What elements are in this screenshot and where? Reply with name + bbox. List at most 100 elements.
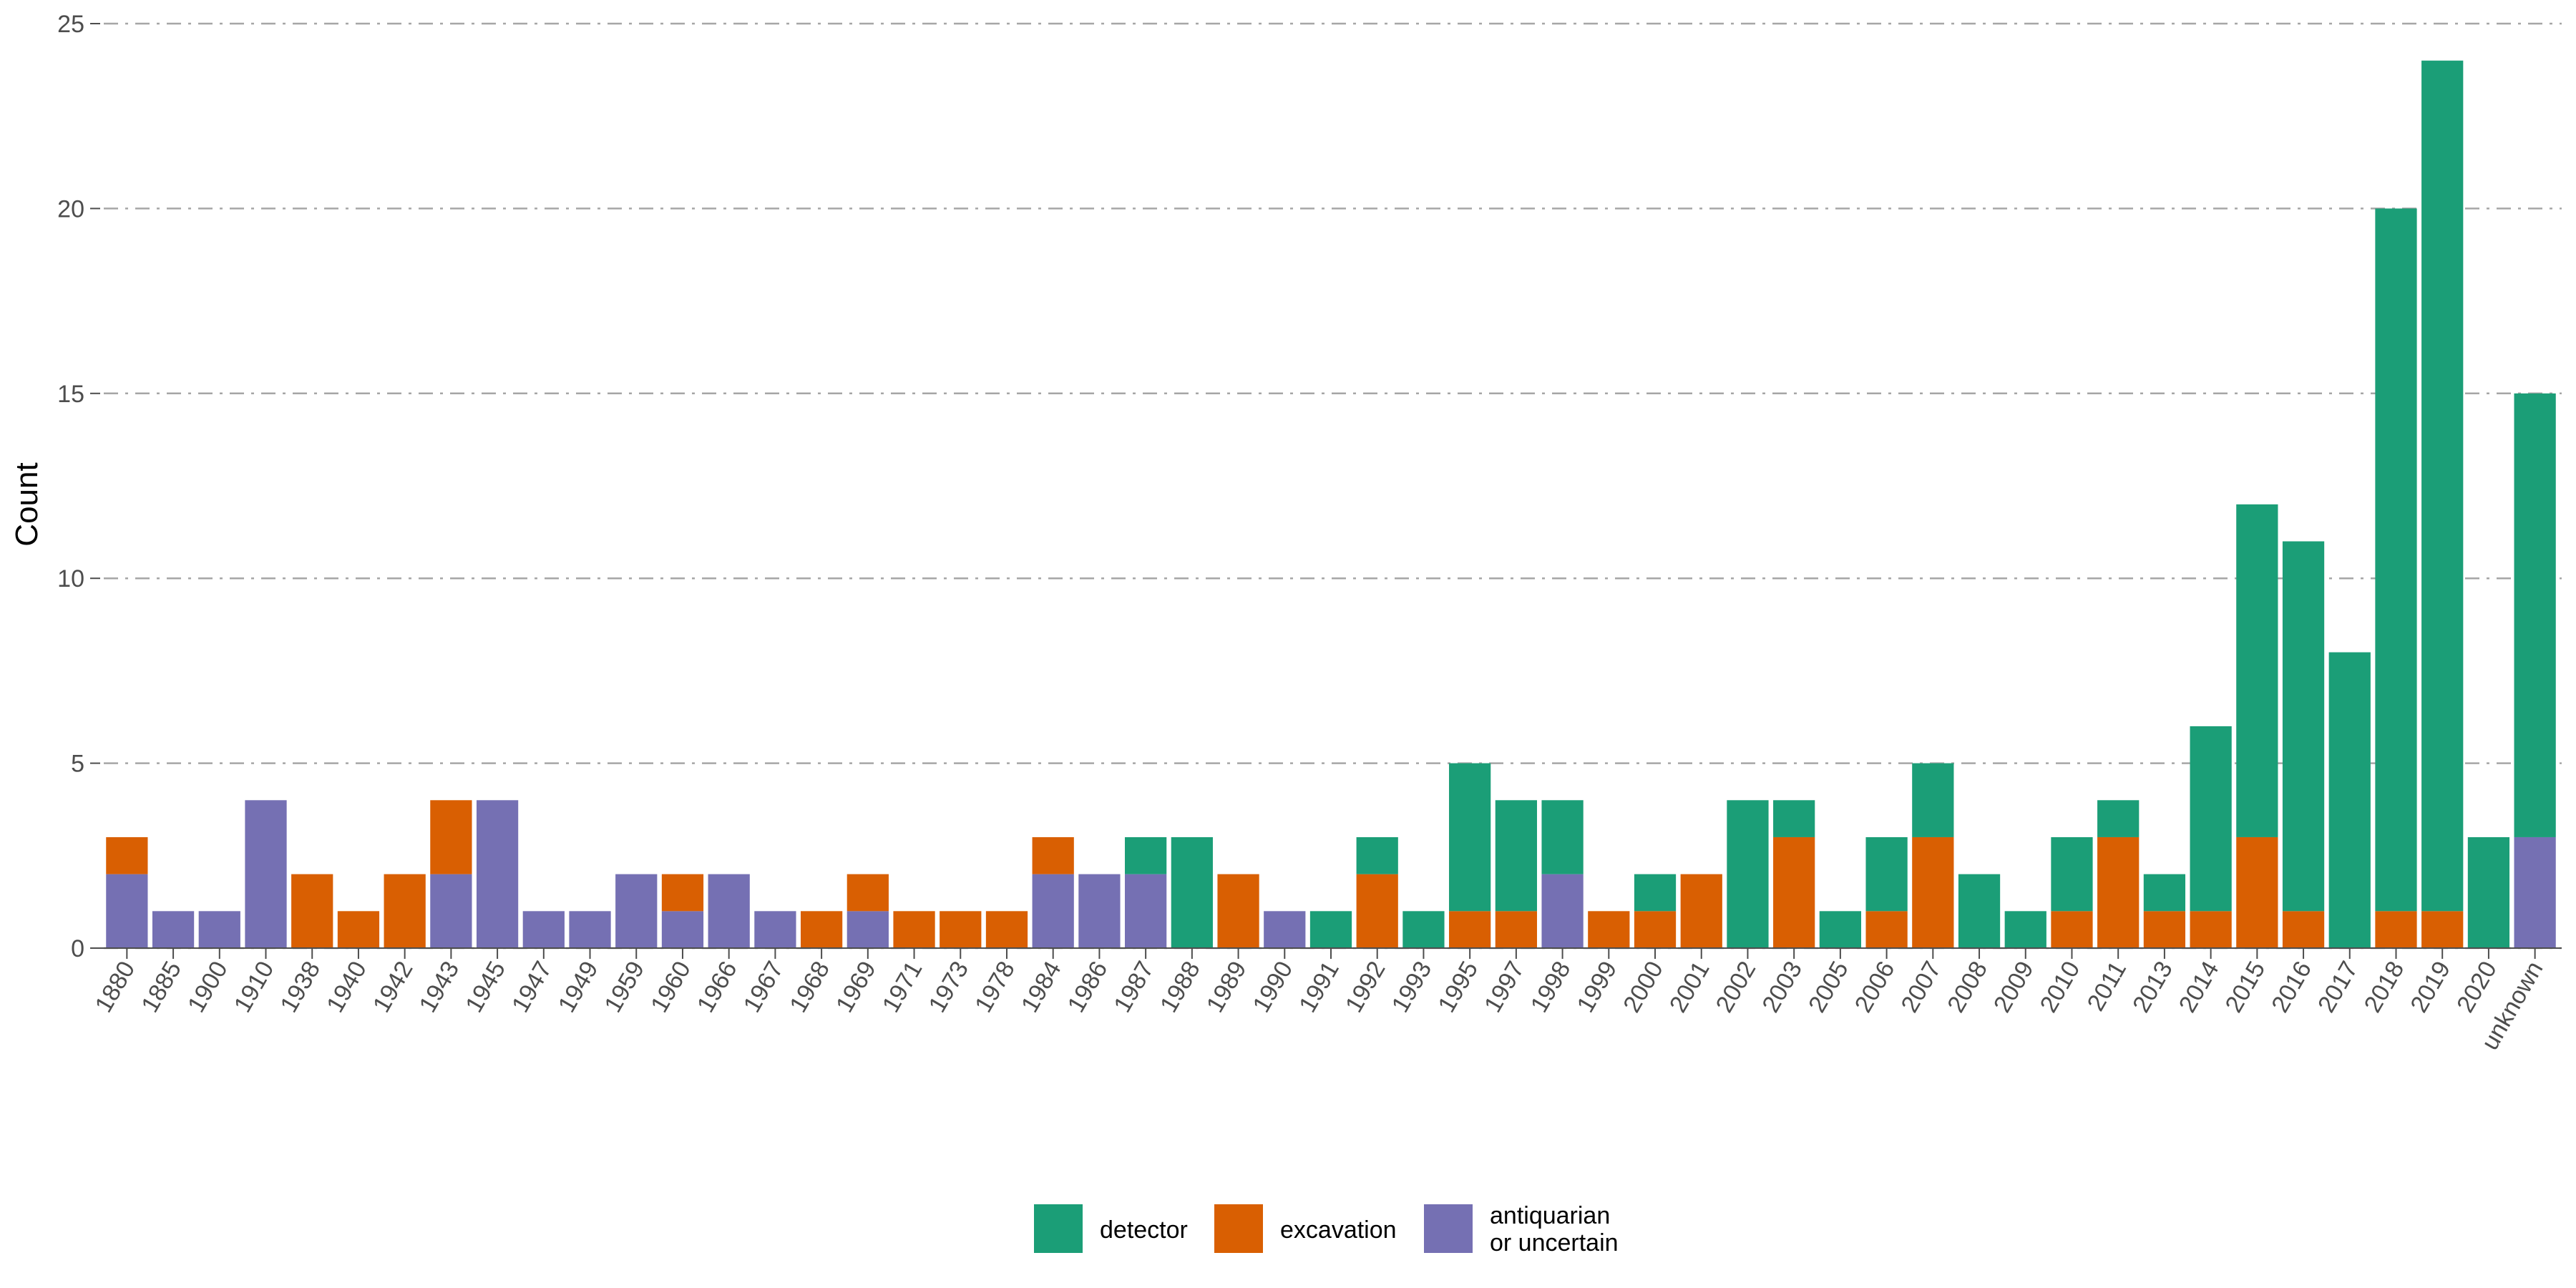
bar-segment	[1865, 836, 1908, 912]
bar-segment	[1634, 911, 1677, 948]
bar-segment	[430, 874, 472, 948]
bar-segment	[2236, 836, 2278, 948]
bar-segment	[1032, 874, 1074, 948]
y-tick-label: 15	[57, 381, 84, 408]
bar-segment	[2236, 504, 2278, 837]
x-tick-label: 1991	[1294, 957, 1345, 1018]
x-tick-label: 1984	[1016, 957, 1067, 1018]
x-tick-label: 2010	[2035, 957, 2086, 1018]
x-tick-label: 1968	[784, 957, 835, 1018]
legend-swatch	[1424, 1204, 1473, 1253]
bar-segment	[2421, 911, 2464, 948]
bar-segment	[2097, 800, 2140, 837]
legend-label: detector	[1100, 1216, 1188, 1244]
x-tick-label: 2013	[2127, 957, 2178, 1018]
x-tick-label: 1969	[831, 957, 882, 1018]
x-tick-label: 1999	[1572, 957, 1623, 1018]
x-tick-label: 1910	[229, 957, 280, 1018]
bar-segment	[2514, 836, 2556, 948]
bar-segment	[198, 911, 240, 948]
x-tick-label: 1900	[182, 957, 233, 1018]
bar-segment	[1217, 874, 1259, 948]
bar-segment	[1125, 836, 1167, 874]
bar-segment	[1912, 836, 1954, 948]
bar-segment	[384, 874, 426, 948]
bar-segment	[1032, 836, 1074, 874]
bar-segment	[1495, 800, 1537, 912]
x-tick-label: 2000	[1618, 957, 1669, 1018]
x-tick-label: 1973	[923, 957, 974, 1018]
bar-segment	[245, 800, 287, 948]
x-tick-label: 1993	[1387, 957, 1438, 1018]
bar-segment	[2514, 393, 2556, 837]
x-tick-label: 2008	[1942, 957, 1993, 1018]
x-tick-label: 1945	[460, 957, 511, 1018]
bar-segment	[1541, 800, 1584, 874]
legend-label: antiquarian	[1490, 1202, 1610, 1229]
bar-segment	[1773, 800, 1815, 837]
x-tick-label: 2003	[1757, 957, 1807, 1018]
bar-segment	[1680, 874, 1722, 948]
x-tick-label: 2002	[1711, 957, 1762, 1018]
bar-segment	[1495, 911, 1537, 948]
x-tick-label: 1995	[1433, 957, 1483, 1018]
bar-segment	[2421, 60, 2464, 912]
bar-segment	[1541, 874, 1584, 948]
x-tick-label: 1943	[414, 957, 465, 1018]
legend-item: excavation	[1214, 1204, 1397, 1253]
bar-segment	[2143, 874, 2186, 912]
x-tick-label: 2006	[1850, 957, 1901, 1018]
bar-segment	[800, 911, 843, 948]
y-tick-label: 0	[71, 935, 84, 962]
x-tick-label: 1978	[970, 957, 1020, 1018]
bar-segment	[2004, 911, 2046, 948]
legend-swatch	[1214, 1204, 1263, 1253]
bar-segment	[847, 911, 889, 948]
y-tick-label: 25	[57, 11, 84, 38]
bar-segment	[1309, 911, 1352, 948]
bar-segment	[1356, 874, 1398, 948]
x-tick-label: 1940	[321, 957, 372, 1018]
bar-segment	[522, 911, 565, 948]
legend-label: or uncertain	[1490, 1229, 1619, 1257]
x-tick-label: 2009	[1989, 957, 2039, 1018]
bar-segment	[430, 800, 472, 874]
bar-segment	[291, 874, 333, 948]
x-tick-label: 1938	[275, 957, 326, 1018]
x-tick-label: 2007	[1896, 957, 1947, 1018]
x-tick-label: 1947	[507, 957, 557, 1018]
bar-segment	[106, 836, 148, 874]
bar-segment	[1264, 911, 1306, 948]
x-tick-label: 2011	[2082, 957, 2132, 1015]
x-tick-label: 2019	[2405, 957, 2456, 1018]
bar-segment	[1402, 911, 1445, 948]
x-tick-label: 1880	[90, 957, 141, 1018]
bar-segment	[2190, 726, 2232, 912]
bar-segment	[2375, 911, 2417, 948]
legend-label: excavation	[1280, 1216, 1397, 1244]
bar-segment	[1078, 874, 1121, 948]
x-axis: 1880188519001910193819401942194319451947…	[90, 948, 2549, 1055]
bar-segment	[1912, 763, 1954, 837]
bar-segment	[337, 911, 380, 948]
y-axis: 0 5 10 15 20 25	[57, 11, 100, 962]
bar-segment	[106, 874, 148, 948]
x-tick-label: 1992	[1340, 957, 1391, 1018]
bar-segment	[152, 911, 195, 948]
bar-segment	[661, 874, 704, 912]
x-tick-label: 2014	[2174, 957, 2225, 1018]
x-tick-label: 1986	[1063, 957, 1113, 1018]
x-tick-label: 1966	[692, 957, 743, 1018]
y-tick-label: 20	[57, 195, 84, 223]
bar-segment	[615, 874, 658, 948]
x-tick-label: 1949	[553, 957, 604, 1018]
y-tick-label: 5	[71, 751, 84, 778]
bar-segment	[1727, 800, 1769, 948]
bar-segment	[2190, 911, 2232, 948]
bar-segment	[2375, 208, 2417, 912]
bar-segment	[1819, 911, 1862, 948]
x-tick-label: 1989	[1201, 957, 1252, 1018]
